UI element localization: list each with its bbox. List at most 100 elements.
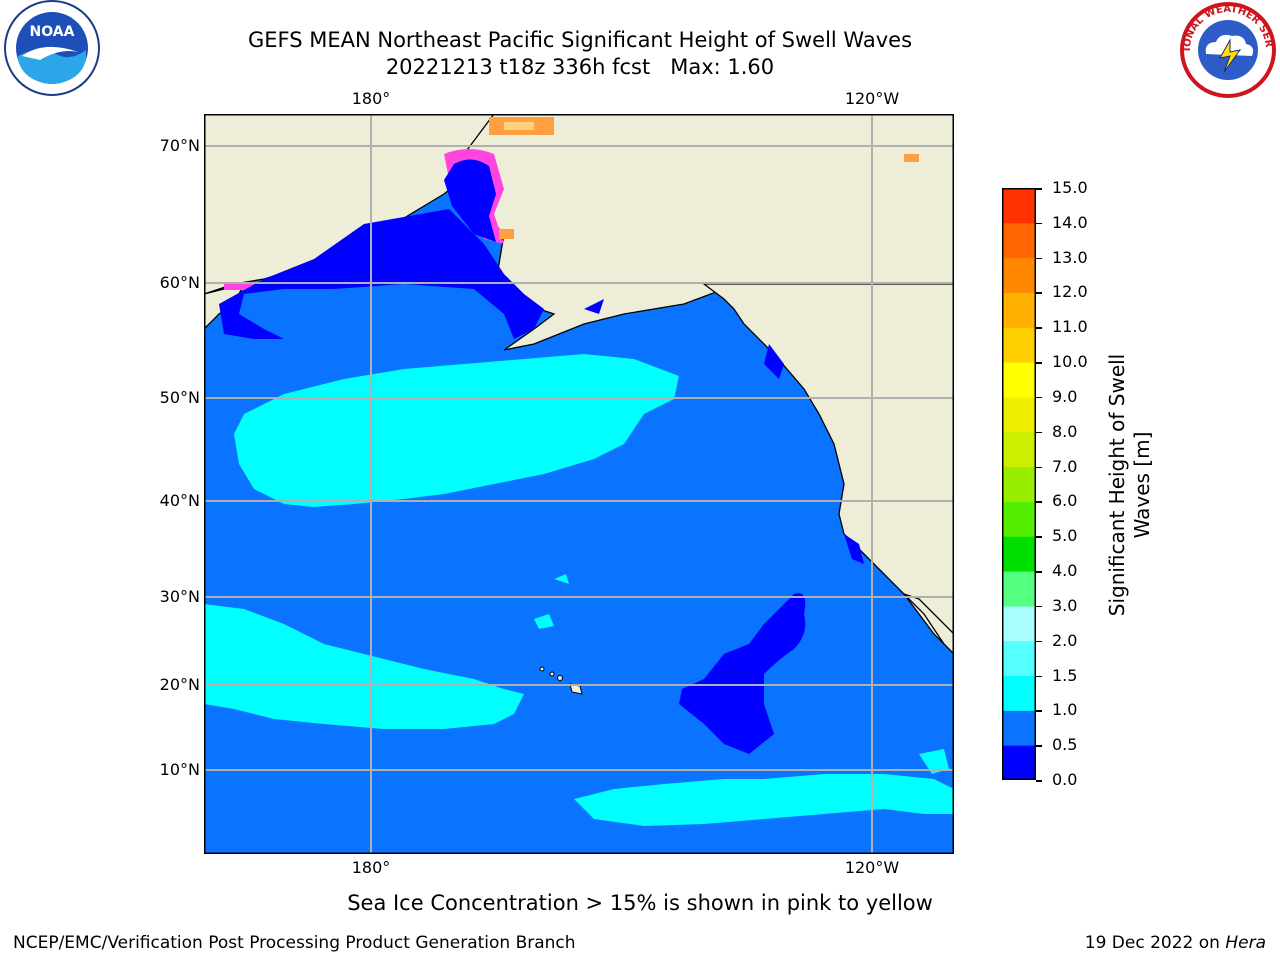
colorbar-tick: [1036, 501, 1042, 503]
colorbar-tick: [1036, 362, 1042, 364]
lon-label-top: 120°W: [844, 89, 900, 108]
colorbar-tick: [1036, 257, 1042, 260]
lat-label: 40°N: [159, 491, 200, 510]
colorbar-title-line2: Waves [m]: [1130, 431, 1154, 539]
west-cyan-band: [204, 604, 524, 729]
colorbar-tick-label: 5.0: [1052, 526, 1078, 546]
colorbar-tick: [1036, 466, 1042, 469]
sea-ice-patch: [499, 229, 514, 239]
colorbar-bin: [1002, 536, 1036, 572]
colorbar-tick: [1036, 605, 1042, 608]
colorbar-tick-label: 14.0: [1052, 212, 1088, 232]
bering-sea-low: [444, 159, 496, 242]
colorbar-bin: [1002, 396, 1036, 433]
colorbar-bin: [1002, 605, 1036, 642]
footer-machine: Hera: [1225, 933, 1266, 953]
cyan-fleck: [554, 574, 569, 584]
colorbar-bin: [1002, 710, 1036, 746]
colorbar-tick-label: 9.0: [1052, 386, 1078, 406]
lon-label-bottom: 120°W: [844, 858, 900, 877]
lat-label: 70°N: [159, 136, 200, 155]
colorbar-bin: [1002, 571, 1036, 607]
baja-land: [903, 593, 954, 655]
colorbar-tick: [1036, 536, 1042, 538]
sea-ice-patch: [904, 154, 919, 162]
colorbar-tick-label: 2.0: [1052, 630, 1078, 650]
lat-label: 20°N: [159, 675, 200, 694]
colorbar: [1002, 188, 1036, 780]
hawaii-island: [539, 666, 545, 672]
south-cyan-band: [574, 774, 954, 826]
lat-label: 60°N: [159, 273, 200, 292]
colorbar-bin: [1002, 466, 1036, 502]
colorbar-bin: [1002, 745, 1036, 780]
sea-ice-patch: [504, 122, 534, 130]
lat-label: 30°N: [159, 587, 200, 606]
colorbar-bin: [1002, 640, 1036, 677]
colorbar-tick-label: 6.0: [1052, 491, 1078, 511]
chart-subtitle: 20221213 t18z 336h fcst Max: 1.60: [385, 55, 775, 79]
sea-ice-note: Sea Ice Concentration > 15% is shown in …: [347, 891, 933, 915]
colorbar-tick: [1036, 431, 1042, 434]
colorbar-tick-label: 7.0: [1052, 456, 1078, 476]
colorbar-tick: [1036, 571, 1042, 573]
colorbar-tick: [1036, 780, 1042, 782]
colorbar-bin: [1002, 257, 1036, 293]
east-cyan-patch: [919, 749, 949, 774]
footer-producer: NCEP/EMC/Verification Post Processing Pr…: [13, 933, 576, 953]
map-frame: [204, 114, 954, 854]
lat-label: 10°N: [159, 760, 200, 779]
colorbar-tick: [1036, 292, 1042, 294]
colorbar-tick-label: 10.0: [1052, 352, 1088, 372]
noaa-logo-text: NOAA: [30, 24, 75, 40]
swell-height-map: [204, 114, 954, 854]
colorbar-tick: [1036, 675, 1042, 678]
colorbar-tick-label: 4.0: [1052, 561, 1078, 581]
colorbar-bin: [1002, 362, 1036, 398]
land: [204, 114, 954, 655]
bering-sea-low: [219, 209, 544, 339]
nws-logo: NATIONAL WEATHER SERVICE: [1176, 0, 1276, 98]
lon-label-bottom: 180°: [351, 858, 391, 877]
subtropical-low: [679, 593, 806, 754]
north-cyan-band: [234, 354, 679, 507]
colorbar-tick-label: 8.0: [1052, 421, 1078, 441]
north-america-coast: [702, 283, 954, 655]
footer-date: 19 Dec 2022 on Hera: [1085, 933, 1266, 953]
chart-title: GEFS MEAN Northeast Pacific Significant …: [247, 28, 913, 52]
colorbar-bin: [1002, 222, 1036, 259]
colorbar-bin: [1002, 292, 1036, 328]
graticule: [204, 114, 954, 854]
colorbar-tick-label: 1.0: [1052, 700, 1078, 720]
colorbar-tick: [1036, 745, 1042, 747]
gulf-alaska-low: [764, 344, 784, 379]
colorbar-tick: [1036, 396, 1042, 399]
colorbar-bin: [1002, 188, 1036, 224]
colorbar-tick-label: 3.0: [1052, 595, 1078, 615]
footer-date-text: 19 Dec 2022 on: [1084, 933, 1226, 953]
hawaii: [539, 666, 583, 695]
coastal-low: [844, 534, 864, 564]
colorbar-tick: [1036, 222, 1042, 225]
lat-label: 50°N: [159, 388, 200, 407]
swell-0-0.5: [219, 159, 864, 754]
sea-ice-patch: [224, 282, 254, 290]
hawaii-island: [549, 671, 555, 677]
gulf-alaska-low: [584, 299, 604, 314]
colorbar-frame: [1002, 188, 1036, 780]
cyan-fleck: [534, 614, 554, 629]
noaa-logo: NOAA: [4, 0, 100, 96]
colorbar-tick-label: 15.0: [1052, 178, 1088, 197]
lon-label-top: 180°: [351, 89, 391, 108]
colorbar-bin: [1002, 501, 1036, 537]
colorbar-tick-label: 1.5: [1052, 665, 1078, 685]
colorbar-tick-label: 13.0: [1052, 247, 1088, 267]
colorbar-tick-label: 11.0: [1052, 317, 1088, 337]
colorbar-tick: [1036, 710, 1042, 712]
colorbar-tick: [1036, 640, 1042, 643]
swell-1.0-1.5: [204, 354, 954, 826]
colorbar-bin: [1002, 327, 1036, 363]
colorbar-tick-label: 0.5: [1052, 735, 1078, 755]
colorbar-bin: [1002, 431, 1036, 468]
colorbar-tick: [1036, 327, 1042, 329]
